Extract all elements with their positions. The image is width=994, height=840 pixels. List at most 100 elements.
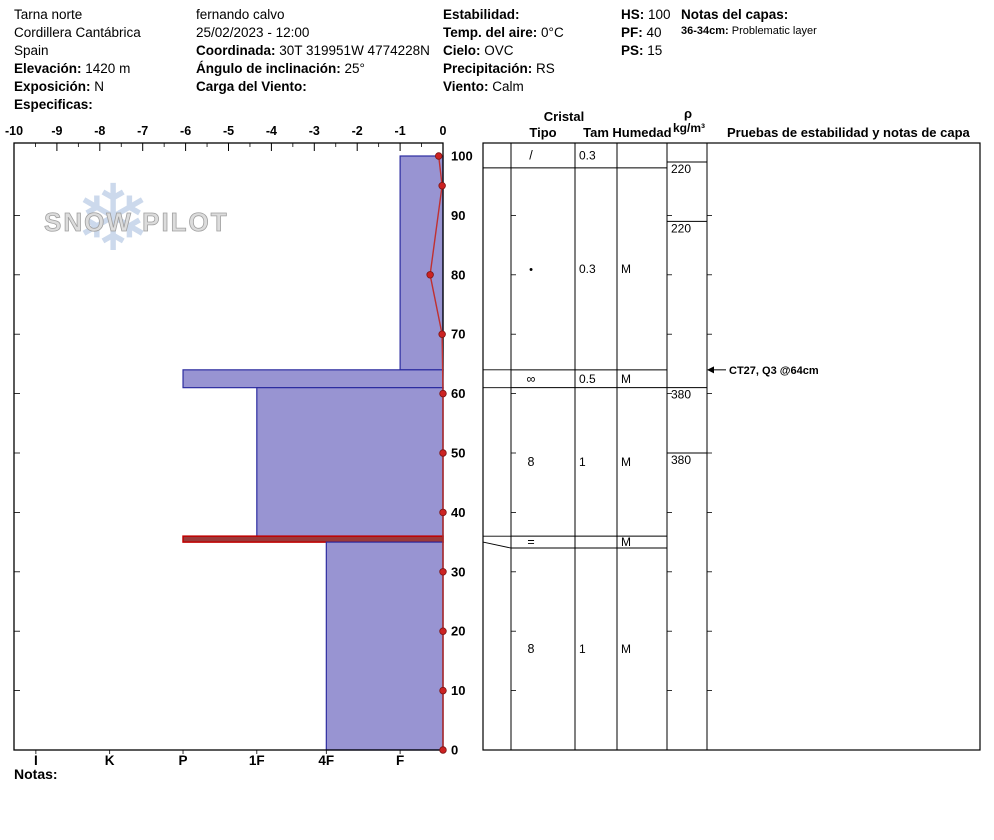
temperature-point — [439, 568, 447, 576]
depth-axis-tick-label: 60 — [451, 386, 465, 401]
field-label: Cielo: — [443, 43, 481, 58]
field-label: HS: — [621, 7, 645, 22]
header-field: Ángulo de inclinación: 25° — [196, 61, 365, 76]
header-field: PS: 15 — [621, 43, 663, 58]
grain-type-symbol: ∞ — [527, 372, 536, 386]
pit-info-header: Tarna norte Cordillera Cantábrica Spain Ele… — [0, 0, 994, 120]
grain-type-symbol: = — [527, 535, 534, 549]
density-value: 220 — [671, 162, 691, 176]
grain-type-symbol: 8 — [528, 455, 535, 469]
table-header-rho: ρ — [684, 106, 692, 121]
temp-axis-tick-label: 0 — [440, 124, 447, 138]
notes-label: Notas: — [14, 766, 58, 782]
density-value: 380 — [671, 388, 691, 402]
stability-test-note: CT27, Q3 @64cm — [729, 365, 819, 377]
moisture-value: M — [621, 372, 631, 386]
field-label: Elevación: — [14, 61, 82, 76]
field-label: Especificas: — [14, 97, 93, 112]
temperature-point — [438, 181, 446, 190]
hardness-axis-label: K — [105, 753, 115, 768]
temp-axis-tick-label: -1 — [395, 124, 406, 138]
temperature-point — [439, 627, 447, 635]
header-field: 36-34cm: Problematic layer — [681, 25, 817, 37]
hardness-axis-label: 4F — [318, 753, 334, 768]
depth-axis-tick-label: 0 — [451, 743, 458, 758]
hardness-axis-label: P — [179, 753, 188, 768]
density-value: 380 — [671, 453, 691, 467]
header-field: Cielo: OVC — [443, 43, 514, 58]
grain-size-value: 0.3 — [579, 262, 596, 276]
table-header-tam: Tam — [583, 125, 609, 140]
header-column-3: Estabilidad: Temp. del aire: 0°C Cielo: OV… — [443, 6, 564, 96]
temperature-point — [439, 389, 447, 398]
snowpilot-logo-text: SNOW PILOT — [44, 207, 229, 237]
layer-connector-line — [482, 541, 512, 549]
field-label: Viento: — [443, 79, 489, 94]
header-column-2: fernando calvo 25/02/2023 - 12:00 Coordina… — [196, 6, 430, 96]
table-header-tipo: Tipo — [529, 125, 556, 140]
temp-axis-tick-label: -7 — [137, 124, 148, 138]
temp-axis-tick-label: -3 — [309, 124, 320, 138]
snow-layer-bar — [256, 387, 444, 537]
header-field: Spain — [14, 43, 49, 58]
temp-axis-tick-label: -8 — [94, 124, 105, 138]
header-field: Coordinada: 30T 319951W 4774228N — [196, 43, 430, 58]
depth-axis-tick-label: 50 — [451, 446, 465, 461]
temperature-point — [435, 152, 443, 160]
snow-layer-bar-flagged — [182, 535, 444, 543]
depth-axis-tick-label: 40 — [451, 505, 465, 520]
field-label: PS: — [621, 43, 644, 58]
temp-axis-tick-label: -10 — [5, 124, 23, 138]
temp-axis-tick-label: -5 — [223, 124, 234, 138]
grain-size-value: 1 — [579, 455, 586, 469]
header-field: Estabilidad: — [443, 6, 564, 24]
moisture-value: M — [621, 455, 631, 469]
header-field: HS: 100 — [621, 7, 671, 22]
table-header-rho-unit: kg/m³ — [673, 121, 705, 135]
header-column-5: Notas del capas: 36-34cm: Problematic lay… — [681, 6, 817, 39]
field-label: Ángulo de inclinación: — [196, 61, 341, 76]
snow-layer-bar — [182, 369, 444, 389]
header-column-1: Tarna norte Cordillera Cantábrica Spain Ele… — [14, 6, 141, 114]
grain-size-value: 1 — [579, 642, 586, 656]
field-label: PF: — [621, 25, 643, 40]
table-header-humedad: Humedad — [612, 125, 671, 140]
field-label: 36-34cm: — [681, 25, 729, 37]
grain-type-symbol: / — [529, 148, 533, 162]
field-label: Temp. del aire: — [443, 25, 538, 40]
temperature-point — [426, 271, 434, 279]
depth-axis-tick-label: 100 — [451, 149, 473, 164]
temp-axis-tick-label: -9 — [51, 124, 62, 138]
depth-axis-tick-label: 70 — [451, 327, 465, 342]
temp-axis-tick-label: -4 — [266, 124, 277, 138]
moisture-value: M — [621, 535, 631, 549]
header-field: Exposición: N — [14, 79, 105, 94]
header-field: Especificas: — [14, 96, 141, 114]
header-field: fernando calvo — [196, 7, 285, 22]
table-header-cristal: Cristal — [544, 109, 584, 124]
temperature-point — [439, 686, 447, 695]
header-field: Notas del capas: — [681, 6, 817, 24]
depth-axis-tick-label: 10 — [451, 683, 465, 698]
hardness-axis-label: F — [396, 753, 404, 768]
density-value: 220 — [671, 221, 691, 235]
depth-axis-tick-label: 80 — [451, 267, 465, 282]
layer-table-border — [482, 142, 981, 751]
moisture-value: M — [621, 642, 631, 656]
temperature-point — [439, 746, 447, 754]
annotation-arrow-icon — [707, 366, 714, 374]
field-label: Notas del capas: — [681, 7, 789, 22]
depth-axis-tick-label: 20 — [451, 624, 465, 639]
header-field: Precipitación: RS — [443, 61, 555, 76]
snowpilot-logo-snowflake-icon: ❄ — [74, 168, 151, 270]
hardness-axis-label: 1F — [249, 753, 265, 768]
field-label: Coordinada: — [196, 43, 276, 58]
header-field: Viento: Calm — [443, 79, 524, 94]
temperature-point — [439, 449, 447, 457]
temp-axis-tick-label: -2 — [352, 124, 363, 138]
grain-size-value: 0.5 — [579, 372, 596, 386]
header-field: 25/02/2023 - 12:00 — [196, 25, 310, 40]
grain-size-value: 0.3 — [579, 148, 596, 162]
snow-layer-bar — [325, 541, 444, 751]
